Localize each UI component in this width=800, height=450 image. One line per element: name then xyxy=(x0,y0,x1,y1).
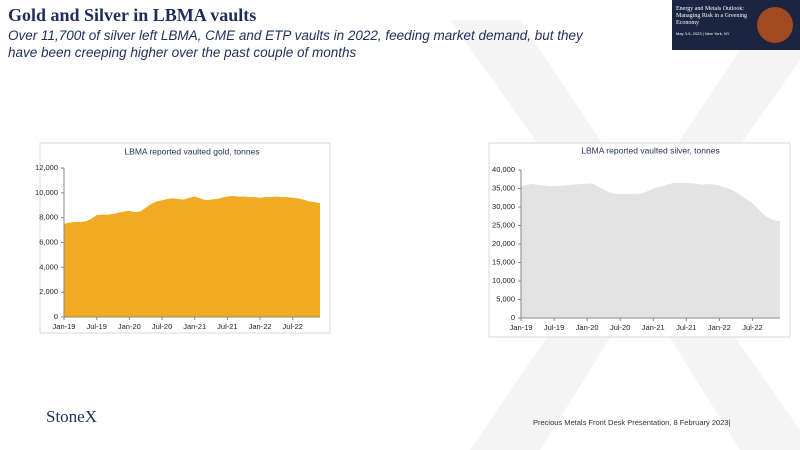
x-tick-label: Jan-21 xyxy=(642,323,665,332)
banner-box: Energy and Metals Outlook: Managing Risk… xyxy=(676,6,756,37)
area xyxy=(521,182,780,318)
x-tick-label: Jul-19 xyxy=(544,323,564,332)
x-tick-label: Jan-19 xyxy=(53,322,76,331)
x-tick-label: Jul-21 xyxy=(676,323,696,332)
y-tick-label: 15,000 xyxy=(492,257,515,266)
y-tick-label: 2,000 xyxy=(39,287,58,296)
x-tick-label: Jan-20 xyxy=(118,322,141,331)
y-tick-label: 5,000 xyxy=(496,294,515,303)
y-tick-label: 10,000 xyxy=(35,188,58,197)
footer: Precious Metals Front Desk Presentation,… xyxy=(533,418,731,427)
x-tick-label: Jul-22 xyxy=(742,323,762,332)
x-tick-label: Jul-19 xyxy=(86,322,106,331)
banner-text: Energy and Metals Outlook: Managing Risk… xyxy=(676,6,756,37)
y-tick-label: 0 xyxy=(511,313,515,322)
x-tick-label: Jan-22 xyxy=(708,323,731,332)
x-tick-label: Jan-21 xyxy=(183,322,206,331)
subtitle-box: Over 11,700t of silver left LBMA, CME an… xyxy=(8,28,583,60)
x-tick-label: Jan-20 xyxy=(576,323,599,332)
x-tick-label: Jul-21 xyxy=(217,322,237,331)
y-tick-label: 40,000 xyxy=(492,165,515,174)
logo: StoneX xyxy=(46,407,97,426)
x-tick-label: Jan-19 xyxy=(510,323,533,332)
y-tick-label: 0 xyxy=(54,312,58,321)
chart-title: LBMA reported vaulted gold, tonnes xyxy=(124,146,259,156)
x-tick-label: Jul-22 xyxy=(283,322,303,331)
y-tick-label: 35,000 xyxy=(492,183,515,192)
x-tick-label: Jan-22 xyxy=(249,322,272,331)
x-tick-label: Jul-20 xyxy=(152,322,172,331)
y-tick-label: 30,000 xyxy=(492,202,515,211)
banner-title: Energy and Metals Outlook: Managing Risk… xyxy=(676,6,747,26)
slide-subtitle: Over 11,700t of silver left LBMA, CME an… xyxy=(8,28,583,60)
y-tick-label: 8,000 xyxy=(39,213,58,222)
area xyxy=(64,195,320,317)
banner-image xyxy=(757,7,793,43)
chart-title: LBMA reported vaulted silver, tonnes xyxy=(581,145,719,155)
y-tick-label: 6,000 xyxy=(39,237,58,246)
slide-title: Gold and Silver in LBMA vaults xyxy=(8,5,256,25)
x-tick-label: Jul-20 xyxy=(610,323,630,332)
y-tick-label: 25,000 xyxy=(492,220,515,229)
y-tick-label: 10,000 xyxy=(492,276,515,285)
y-tick-label: 20,000 xyxy=(492,239,515,248)
y-tick-label: 12,000 xyxy=(35,163,58,172)
banner-date: May 3-5, 2023 | New York, NY xyxy=(676,31,730,36)
y-tick-label: 4,000 xyxy=(39,262,58,271)
